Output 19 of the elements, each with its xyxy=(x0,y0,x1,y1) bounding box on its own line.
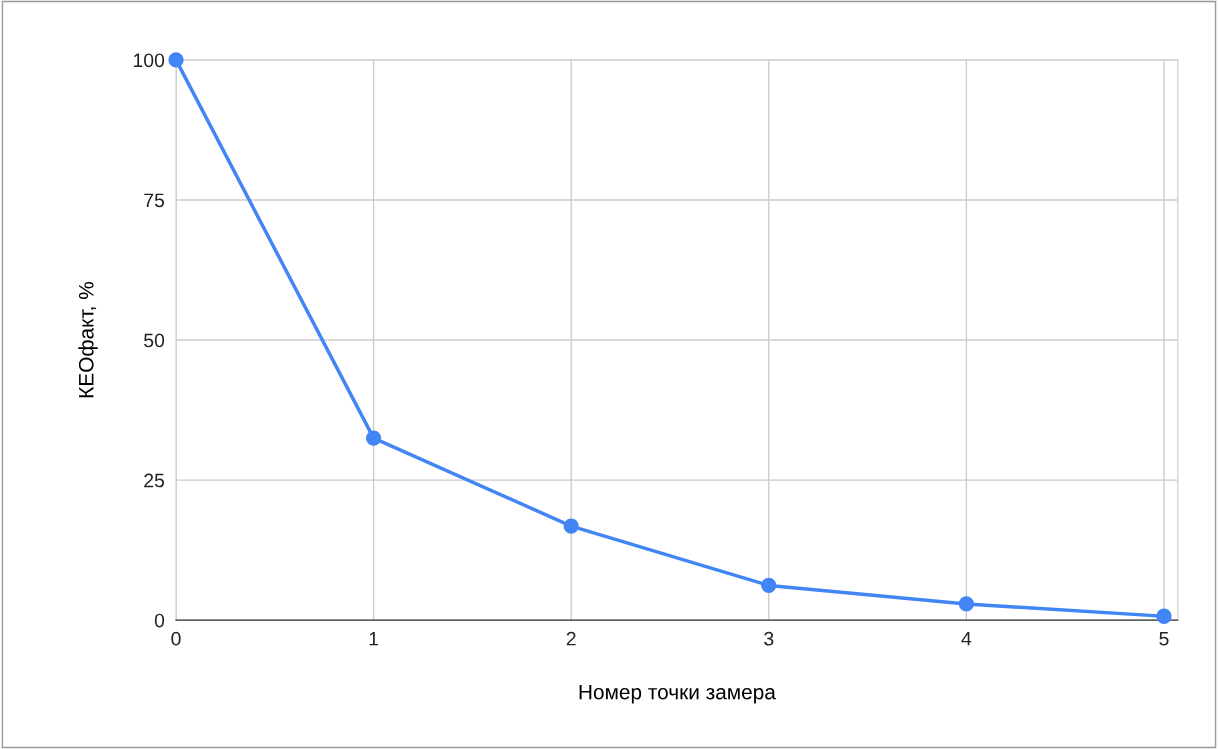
x-axis-title: Номер точки замера xyxy=(579,684,776,704)
x-tick-label: 3 xyxy=(764,631,774,646)
point xyxy=(168,52,184,68)
point xyxy=(761,577,777,594)
x-tick-label: 1 xyxy=(369,632,379,646)
point xyxy=(1156,608,1172,624)
y-tick-label: 100 xyxy=(133,53,165,68)
y-tick-label: 25 xyxy=(144,473,165,488)
y-tick-label: 0 xyxy=(154,613,165,628)
x-tick-label: 0 xyxy=(171,631,181,646)
y-tick-label: 75 xyxy=(144,193,165,208)
point xyxy=(958,596,975,612)
x-tick-label: 4 xyxy=(961,632,972,646)
y-axis-title: КЕОфакт, % xyxy=(78,281,98,398)
y-tick-label: 50 xyxy=(144,333,165,348)
x-tick-label: 5 xyxy=(1159,632,1169,646)
point xyxy=(563,518,579,534)
point xyxy=(365,430,382,446)
x-tick-label: 2 xyxy=(566,631,576,646)
